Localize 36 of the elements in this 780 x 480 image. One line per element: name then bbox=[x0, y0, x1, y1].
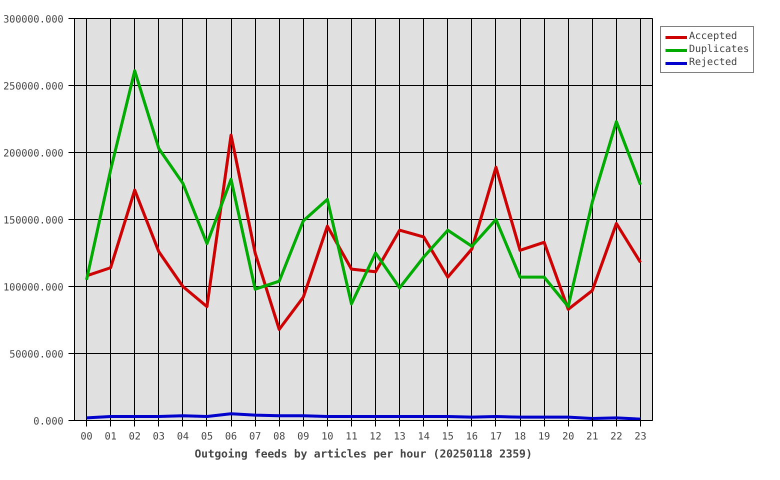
legend-label: Duplicates bbox=[689, 44, 750, 55]
x-tick-label: 02 bbox=[128, 432, 141, 442]
x-tick-label: 20 bbox=[562, 432, 574, 442]
y-tick-label: 300000.000 bbox=[3, 14, 64, 26]
legend-label: Accepted bbox=[689, 31, 738, 42]
x-tick-label: 03 bbox=[152, 432, 165, 442]
x-tick-label: 18 bbox=[514, 432, 526, 442]
x-tick-label: 00 bbox=[80, 432, 93, 442]
x-tick-label: 06 bbox=[225, 432, 238, 442]
y-tick-label: 200000.000 bbox=[3, 148, 64, 160]
x-tick-label: 17 bbox=[490, 432, 502, 442]
y-tick-label: 150000.000 bbox=[3, 216, 64, 226]
x-tick-label: 16 bbox=[466, 432, 478, 442]
x-tick-label: 14 bbox=[418, 432, 430, 442]
x-tick-label: 01 bbox=[104, 432, 117, 442]
x-axis-title: Outgoing feeds by articles per hour (20250118 2359) bbox=[194, 448, 532, 460]
y-tick-label: 100000.000 bbox=[3, 282, 64, 294]
x-tick-label: 13 bbox=[394, 432, 406, 442]
x-tick-label: 10 bbox=[321, 432, 334, 442]
x-tick-label: 19 bbox=[538, 432, 550, 442]
y-tick-label: 0.000 bbox=[33, 416, 64, 428]
x-tick-label: 21 bbox=[586, 432, 598, 442]
x-tick-label: 08 bbox=[273, 432, 286, 442]
x-tick-label: 22 bbox=[610, 432, 622, 442]
x-tick-label: 04 bbox=[176, 432, 189, 442]
y-tick-label: 250000.000 bbox=[3, 82, 64, 92]
x-tick-label: 07 bbox=[249, 432, 262, 442]
line-series bbox=[85, 69, 642, 308]
x-tick-label: 12 bbox=[370, 432, 382, 442]
x-tick-label: 11 bbox=[345, 432, 358, 442]
x-tick-label: 05 bbox=[200, 432, 213, 442]
y-tick-label: 50000.000 bbox=[9, 350, 64, 360]
legend-label: Rejected bbox=[689, 57, 738, 68]
x-tick-label: 09 bbox=[297, 432, 310, 442]
x-tick-label: 23 bbox=[634, 432, 646, 442]
x-tick-label: 15 bbox=[442, 432, 454, 442]
